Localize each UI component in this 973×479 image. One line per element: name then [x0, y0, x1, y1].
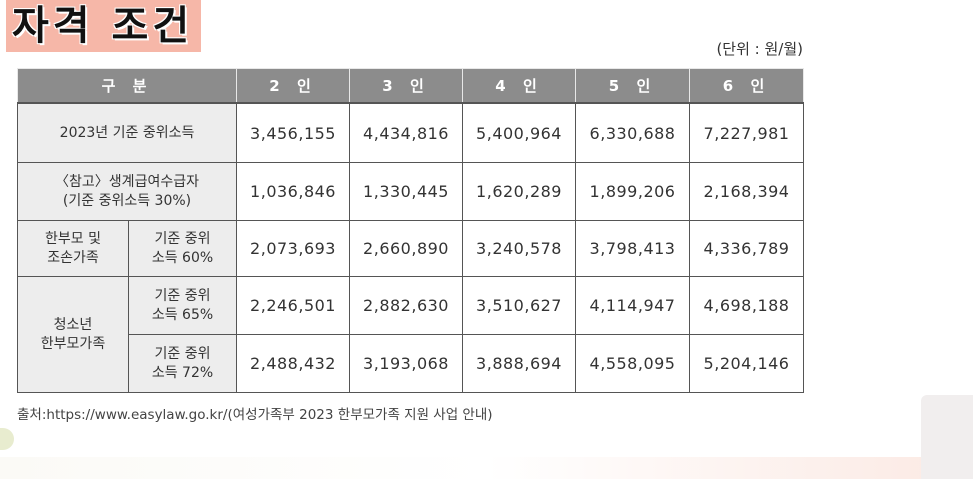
row-label: 2023년 기준 중위소득	[16, 102, 238, 163]
table-cell: 4,698,188	[689, 276, 805, 335]
header-4-person: 4 인	[462, 68, 577, 104]
row-group-label: 청소년 한부모가족	[17, 276, 129, 393]
row-label-line: 기준 중위	[154, 287, 211, 304]
row-label-line: 기준 중위	[154, 230, 211, 247]
table-row: 기준 중위 소득 72% 2,488,432 3,193,068 3,888,6…	[18, 334, 805, 393]
row-label-line: 소득 60%	[151, 249, 214, 266]
table-cell: 1,330,445	[349, 162, 464, 221]
table-cell: 4,558,095	[575, 334, 691, 393]
decorative-leaf	[0, 428, 14, 450]
row-group-line: 한부모가족	[40, 335, 106, 352]
row-label: 기준 중위 소득 72%	[127, 334, 238, 393]
income-table: 구 분 2 인 3 인 4 인 5 인 6 인 2023년 기준 중위소득 3,…	[16, 68, 805, 393]
table-cell: 3,798,413	[575, 220, 691, 277]
table-row: 한부모 및 조손가족 기준 중위 소득 60% 2,073,693 2,660,…	[17, 220, 805, 277]
row-label-line: (기준 중위소득 30%)	[62, 192, 192, 209]
row-label-line: 기준 중위	[154, 345, 211, 362]
table-cell: 4,434,816	[349, 102, 464, 163]
table-cell: 3,193,068	[349, 334, 464, 393]
table-cell: 2,488,432	[236, 334, 351, 393]
row-label: 기준 중위 소득 65%	[127, 276, 238, 335]
table-cell: 2,246,501	[236, 276, 351, 335]
row-group-line: 한부모 및	[45, 230, 101, 247]
page-title: 자격 조건	[12, 3, 194, 49]
table-cell: 1,036,846	[236, 162, 351, 221]
row-group-line: 조손가족	[47, 249, 99, 266]
row-label-line: 〈참고〉생계급여수급자	[55, 173, 199, 190]
source-note: 출처:https://www.easylaw.go.kr/(여성가족부 2023…	[17, 407, 493, 423]
row-label: 〈참고〉생계급여수급자 (기준 중위소득 30%)	[16, 162, 238, 221]
unit-note: (단위 : 원/월)	[716, 40, 803, 58]
table-cell: 5,400,964	[462, 102, 577, 163]
table-cell: 3,888,694	[462, 334, 577, 393]
row-group-label: 한부모 및 조손가족	[17, 220, 129, 277]
decorative-background	[0, 457, 973, 479]
table-cell: 4,114,947	[575, 276, 691, 335]
decorative-panel	[921, 395, 973, 479]
table-cell: 4,336,789	[689, 220, 805, 277]
row-group-line: 청소년	[53, 316, 93, 333]
table-cell: 3,456,155	[236, 102, 351, 163]
table-cell: 5,204,146	[689, 334, 805, 393]
table-cell: 3,510,627	[462, 276, 577, 335]
table-row: 청소년 한부모가족 기준 중위 소득 65% 2,246,501 2,882,6…	[17, 276, 805, 393]
table-cell: 1,899,206	[575, 162, 691, 221]
header-category: 구 분	[16, 68, 238, 104]
table-cell: 1,620,289	[462, 162, 577, 221]
header-2-person: 2 인	[236, 68, 351, 104]
header-5-person: 5 인	[575, 68, 691, 104]
table-cell: 2,073,693	[236, 220, 351, 277]
table-header-row: 구 분 2 인 3 인 4 인 5 인 6 인	[16, 68, 805, 104]
table-cell: 2,168,394	[689, 162, 805, 221]
table-row: 2023년 기준 중위소득 3,456,155 4,434,816 5,400,…	[16, 102, 805, 163]
table-cell: 2,660,890	[349, 220, 464, 277]
title-banner: 자격 조건	[6, 0, 202, 52]
header-6-person: 6 인	[689, 68, 805, 104]
table-cell: 3,240,578	[462, 220, 577, 277]
header-3-person: 3 인	[349, 68, 464, 104]
row-label-line: 소득 65%	[151, 306, 214, 323]
row-label-line: 소득 72%	[151, 364, 214, 381]
row-label: 기준 중위 소득 60%	[127, 220, 238, 277]
table-cell: 2,882,630	[349, 276, 464, 335]
table-cell: 7,227,981	[689, 102, 805, 163]
table-row: 〈참고〉생계급여수급자 (기준 중위소득 30%) 1,036,846 1,33…	[16, 162, 805, 221]
table-cell: 6,330,688	[575, 102, 691, 163]
